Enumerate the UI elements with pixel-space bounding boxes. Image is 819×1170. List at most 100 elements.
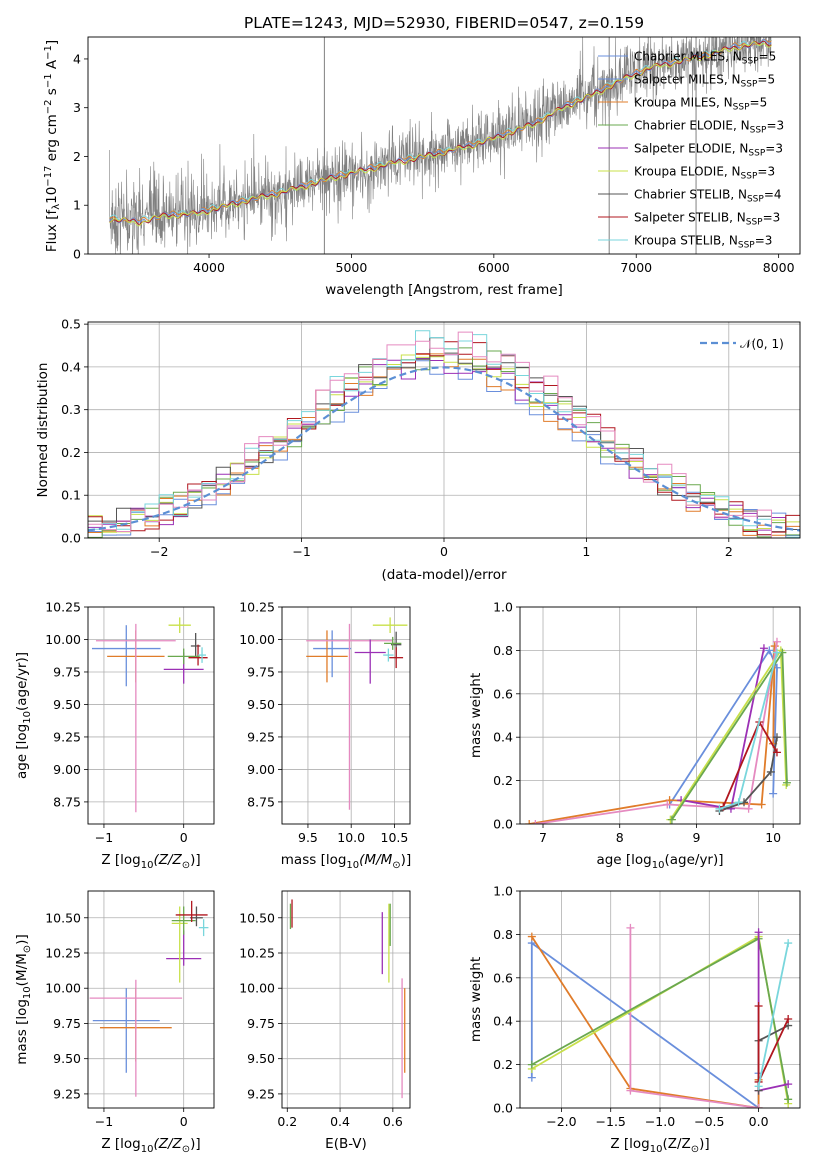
y-axis-label-part: ] (44, 40, 60, 45)
x-axis-label: wavelength [Angstrom, rest frame] (325, 282, 563, 298)
weight-series-line (757, 942, 790, 1087)
x-tick-label: 0.6 (383, 1114, 403, 1129)
y-tick-label: 8.75 (247, 794, 275, 809)
y-tick-label: 10.25 (239, 946, 275, 961)
x-axis-label-part: 10 (346, 860, 359, 871)
x-tick-label: −2 (150, 544, 168, 559)
x-tick-label: 0.0 (749, 1114, 769, 1129)
x-axis-label-part: )] (699, 1136, 710, 1152)
x-axis-label-part: age [log (596, 852, 651, 868)
x-axis-label-part: 10 (652, 860, 665, 871)
weight-point-marker (663, 800, 672, 809)
y-axis-label-part: mass [log (14, 999, 30, 1065)
legend-label: Salpeter MILES, NSSP=5 (634, 73, 775, 90)
plot-area (91, 617, 208, 813)
x-axis-label-part: mass [log (281, 852, 347, 868)
y-tick-label: 0.5 (61, 317, 81, 332)
weight-series-line (535, 641, 778, 824)
weight-point-marker (754, 1104, 763, 1108)
y-axis-label: mass [log10(M/M⊙)] (14, 934, 33, 1064)
y-tick-label: 10.25 (239, 600, 275, 615)
plot-area (89, 900, 209, 1097)
y-tick-label: 1.0 (493, 884, 513, 899)
legend-label-main: Kroupa STELIB, N (634, 234, 738, 248)
weight-point-marker (626, 1086, 635, 1095)
legend-label-tail: =5 (750, 96, 768, 110)
plot-area (289, 899, 406, 1099)
legend-label: Kroupa ELODIE, NSSP=3 (634, 165, 775, 182)
y-axis-label: mass weight (468, 673, 484, 758)
y-tick-label: 0.4 (61, 359, 81, 374)
y-tick-label: 9.75 (247, 664, 275, 679)
y-axis-label: age [log10(age/yr)] (14, 652, 33, 779)
legend-label-main: Kroupa MILES, N (634, 96, 733, 110)
legend-label-tail: =3 (766, 119, 784, 133)
y-tick-label: 9.25 (247, 729, 275, 744)
y-tick-label: 8.75 (53, 794, 81, 809)
weight-point-marker (772, 748, 781, 757)
legend-label-tail: =4 (764, 188, 782, 202)
histogram-step (88, 331, 800, 538)
y-tick-label: 3 (73, 100, 81, 115)
x-axis-label-part: )] (190, 852, 201, 868)
y-axis-label-part: −1 (43, 45, 54, 60)
y-axis-label-part: −2 (43, 99, 54, 114)
y-tick-label: 10.00 (45, 632, 81, 647)
y-axis-label-part: age [log (14, 724, 30, 779)
y-axis-label-part: 10 (44, 187, 60, 204)
y-tick-label: 9.00 (247, 762, 275, 777)
y-axis-label-part: −17 (43, 166, 54, 187)
weight-point-marker (770, 642, 779, 651)
y-tick-label: 0.0 (493, 817, 513, 832)
x-axis-label-part: (age/yr)] (664, 852, 723, 868)
legend-label-main: Chabrier STELIB, N (634, 188, 747, 202)
weight-point-marker (626, 923, 635, 932)
plot-area (109, 37, 772, 254)
weight-point-marker (665, 796, 674, 805)
legend-label-sub: SSP (742, 57, 759, 67)
weight-series-line (722, 719, 778, 807)
y-axis-label-part: Flux [f (44, 209, 60, 253)
x-axis-label: E(B-V) (325, 1136, 367, 1152)
legend-label-sub: SSP (747, 195, 764, 205)
legend-label-main: Salpeter MILES, N (634, 73, 741, 87)
x-tick-label: 1 (582, 544, 590, 559)
panel-age-vs-mass: 9.5 10.0 10.5 8.75 9.00 9.25 9.50 9.75 10.00 10.2… (239, 600, 411, 872)
x-tick-label: −1 (95, 1114, 113, 1129)
weight-point-marker (525, 820, 534, 824)
y-axis-label: Normed distribution (35, 363, 51, 498)
y-axis-label-part: 10 (22, 711, 33, 724)
weight-point-marker (765, 646, 774, 655)
x-tick-label: 6000 (478, 260, 510, 275)
axes-frame (87, 321, 801, 539)
y-tick-label: 1.0 (493, 600, 513, 615)
figure-title: PLATE=1243, MJD=52930, FIBERID=0547, z=0… (244, 14, 644, 32)
x-axis-label-part: (Z/Z (153, 1136, 182, 1152)
weight-point-marker (784, 1015, 793, 1024)
histogram-step (88, 330, 800, 538)
x-axis-label: Z [log10(Z/Z⊙)] (101, 1136, 200, 1155)
legend-label: Chabrier ELODIE, NSSP=3 (634, 119, 784, 136)
x-tick-label: 7000 (620, 260, 652, 275)
x-axis-label-part: (Z/Z (153, 852, 182, 868)
x-tick-label: 10.5 (381, 830, 409, 845)
weight-series-line (530, 941, 760, 1108)
x-axis-label-part: ⊙ (182, 1144, 190, 1155)
legend-label: Kroupa MILES, NSSP=5 (634, 96, 767, 113)
y-tick-label: 10.00 (239, 632, 275, 647)
y-axis-label-part: 10 (22, 986, 33, 999)
legend-label-tail: =3 (763, 211, 781, 225)
y-tick-label: 0.8 (493, 643, 513, 658)
x-axis-label-part: 10 (650, 1144, 663, 1155)
y-tick-label: 0.1 (61, 488, 81, 503)
legend-label: Salpeter ELODIE, NSSP=3 (634, 142, 783, 159)
y-axis-label: mass weight (468, 957, 484, 1042)
x-tick-label: −1.5 (596, 1114, 626, 1129)
model-spectrum-line (109, 39, 772, 224)
weight-point-marker (757, 800, 766, 809)
y-tick-label: 0.3 (61, 402, 81, 417)
y-tick-label: 9.50 (53, 697, 81, 712)
weight-point-marker (754, 1002, 763, 1011)
y-tick-label: 9.50 (247, 1051, 275, 1066)
